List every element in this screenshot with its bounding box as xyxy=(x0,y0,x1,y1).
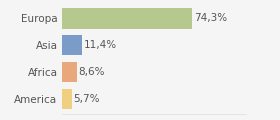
Text: 74,3%: 74,3% xyxy=(194,13,227,23)
Text: 5,7%: 5,7% xyxy=(73,94,100,104)
Bar xyxy=(62,89,72,109)
Text: 11,4%: 11,4% xyxy=(83,40,116,50)
Bar xyxy=(62,62,77,82)
Bar xyxy=(62,35,82,55)
Bar xyxy=(62,8,192,29)
Text: 8,6%: 8,6% xyxy=(78,67,105,77)
